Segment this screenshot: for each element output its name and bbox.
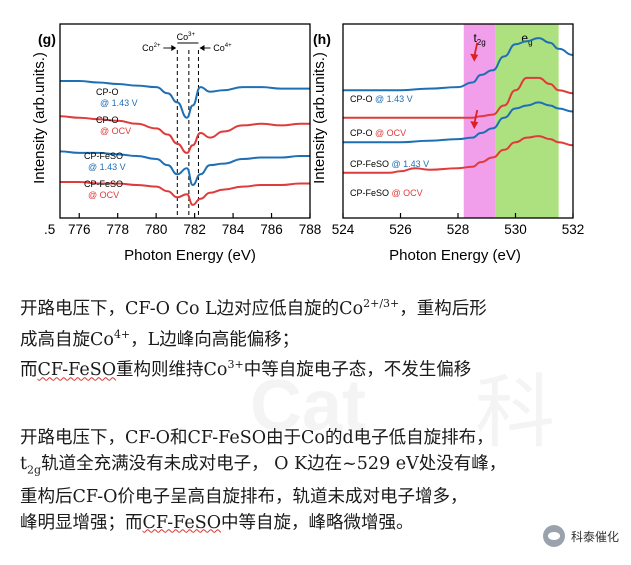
caption-1-line-1: 开路电压下，CF-O Co L边对应低自旋的Co2+/3+，重构后形 [20, 297, 487, 319]
annotation-Co2+: Co2+ [142, 43, 161, 53]
x-tick-label: 786 [260, 222, 283, 237]
annotation-arrowhead [199, 45, 205, 51]
series-line-cp-o-ocv [59, 115, 310, 154]
y-axis-label-g: Intensity (arb.units.) [31, 52, 48, 184]
legend-label-name: CP-FeSO [84, 151, 123, 161]
caption-2-line-3: 重构后CF-O价电子呈高自旋排布，轨道未成对电子增多， [20, 486, 468, 507]
source-name: 科泰催化 [570, 529, 619, 544]
caption-paragraph-1: 开路电压下，CF-O Co L边对应低自旋的Co2+/3+，重构后形 成高自旋C… [20, 291, 620, 383]
annotation-arrowhead [171, 45, 177, 51]
legend-label-condition: @ OCV [88, 190, 119, 200]
x-tick-label: 784 [222, 222, 245, 237]
caption-2-line-1: 开路电压下，CF-O和CF-FeSO由于Co的d电子低自旋排布， [20, 428, 494, 448]
legend-label-condition: @ 1.43 V [88, 162, 126, 172]
x-tick-label-edge: .5 [44, 222, 55, 237]
caption-2-line-2: t2g轨道全充满没有未成对电子， O K边在~529 eV处没有峰， [20, 454, 507, 477]
series-line-cp-o-143v [60, 80, 310, 119]
caption-1-line-3: 而CF-FeSO重构则维持Co3+中等自旋电子态，不发生偏移 [20, 358, 472, 381]
x-tick-label: 778 [106, 222, 129, 237]
legend-label-condition: @ 1.43 V [100, 98, 138, 108]
legend-label-condition: @ OCV [100, 126, 131, 136]
x-axis-label-g: Photon Energy (eV) [124, 247, 256, 264]
annotation-Co4+: Co4+ [213, 43, 232, 53]
caption-1-line-2: 成高自旋Co4+，L边峰向高能偏移； [20, 327, 300, 350]
panel-label-g: (g) [38, 31, 56, 47]
legend-label-name: CP-O [96, 87, 119, 97]
plot-frame-g [59, 23, 311, 219]
wechat-icon [542, 525, 565, 547]
caption-paragraph-2: 开路电压下，CF-O和CF-FeSO由于Co的d电子低自旋排布， t2g轨道全充… [20, 425, 620, 536]
x-tick-label: 780 [145, 222, 168, 237]
x-tick-label: 788 [299, 222, 322, 237]
x-tick-label: 782 [183, 222, 206, 237]
x-tick-label: 776 [68, 222, 91, 237]
series-line-cp-feso-ocv [60, 181, 310, 206]
legend-label-name: CP-O [96, 115, 119, 125]
legend-label-name: CP-FeSO [84, 179, 123, 189]
annotation-Co3+: Co3+ [177, 32, 196, 42]
caption-2-line-4: 峰明显增强；而CF-FeSO中等自旋，峰略微增强。 [20, 512, 414, 533]
series-line-cp-feso-143v [59, 150, 310, 187]
chart-g: (g) Intensity (arb.units.) Photon Energy… [31, 23, 322, 264]
source-logo: 科泰催化 [542, 525, 619, 547]
